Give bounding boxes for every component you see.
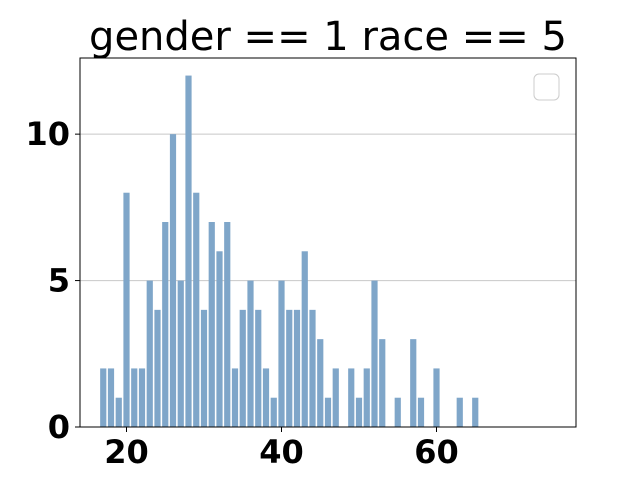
y-tick-label: 5 — [48, 262, 70, 300]
bar — [247, 280, 254, 427]
bar — [154, 309, 161, 427]
bar — [317, 339, 324, 427]
x-tick-label: 20 — [104, 433, 149, 471]
bar — [379, 339, 386, 427]
bar — [123, 192, 130, 427]
bar-series — [100, 75, 479, 428]
bar — [131, 368, 138, 427]
x-axis-ticks: 20 40 60 — [104, 427, 459, 471]
bar — [456, 397, 463, 427]
bar — [286, 309, 293, 427]
bar — [410, 339, 417, 427]
bar — [200, 309, 208, 427]
bar — [216, 251, 223, 427]
bar — [433, 368, 440, 427]
legend-box — [533, 73, 560, 101]
plot-frame — [79, 57, 577, 428]
bar — [231, 368, 239, 427]
bar — [324, 397, 332, 427]
bar — [371, 280, 378, 427]
bar — [138, 368, 146, 427]
bar — [301, 251, 308, 427]
bar — [270, 397, 277, 427]
bar — [332, 368, 339, 427]
bar — [162, 222, 169, 427]
bar — [417, 397, 425, 427]
bar — [224, 222, 231, 427]
bar — [177, 280, 184, 427]
bar — [394, 397, 401, 427]
y-tick-label: 0 — [48, 408, 70, 446]
x-tick-label: 60 — [414, 433, 459, 471]
y-tick-label: 10 — [25, 115, 70, 153]
bar — [355, 397, 363, 427]
bar — [255, 309, 262, 427]
bar — [293, 309, 301, 427]
bar — [239, 309, 246, 427]
y-gridlines — [80, 133, 576, 282]
bar — [169, 134, 177, 427]
bar — [193, 192, 200, 427]
bar — [208, 222, 215, 427]
bar — [363, 368, 370, 427]
bar — [309, 309, 316, 427]
bar — [278, 280, 285, 427]
bar — [107, 368, 115, 427]
y-axis-ticks: 0 5 10 — [25, 115, 80, 446]
bar — [100, 368, 107, 427]
bar — [472, 397, 479, 427]
bar — [185, 75, 192, 428]
bar — [348, 368, 355, 427]
chart-title: gender == 1 race == 5 — [89, 14, 567, 60]
x-tick-label: 40 — [259, 433, 304, 471]
bar — [146, 280, 153, 427]
bar — [115, 397, 122, 427]
bar — [262, 368, 270, 427]
